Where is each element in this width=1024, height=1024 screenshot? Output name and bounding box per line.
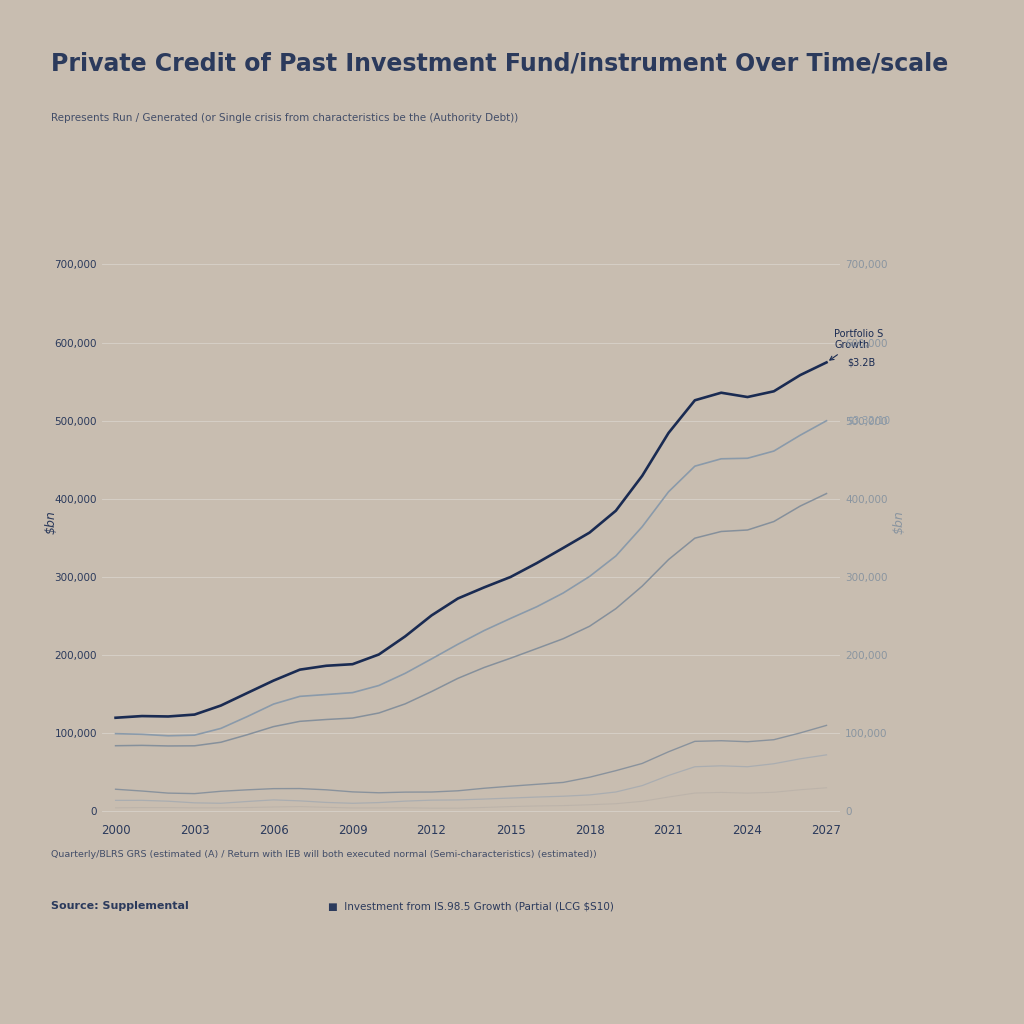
Text: $bn: $bn	[44, 510, 57, 535]
Text: $bn: $bn	[892, 510, 905, 535]
Text: $3.32/10: $3.32/10	[847, 416, 890, 426]
Text: Source: Supplemental: Source: Supplemental	[51, 901, 189, 911]
Text: Portfolio S
Growth: Portfolio S Growth	[829, 329, 884, 360]
Text: ■  Investment from IS.98.5 Growth (Partial (LCG $S10): ■ Investment from IS.98.5 Growth (Partia…	[328, 901, 613, 911]
Text: Quarterly/BLRS GRS (estimated (A) / Return with IEB will both executed normal (S: Quarterly/BLRS GRS (estimated (A) / Retu…	[51, 850, 597, 859]
Text: $3.2B: $3.2B	[847, 357, 876, 368]
Text: Represents Run / Generated (or Single crisis from characteristics be the (Author: Represents Run / Generated (or Single cr…	[51, 113, 518, 123]
Text: Private Credit of Past Investment Fund/instrument Over Time/scale: Private Credit of Past Investment Fund/i…	[51, 51, 948, 75]
